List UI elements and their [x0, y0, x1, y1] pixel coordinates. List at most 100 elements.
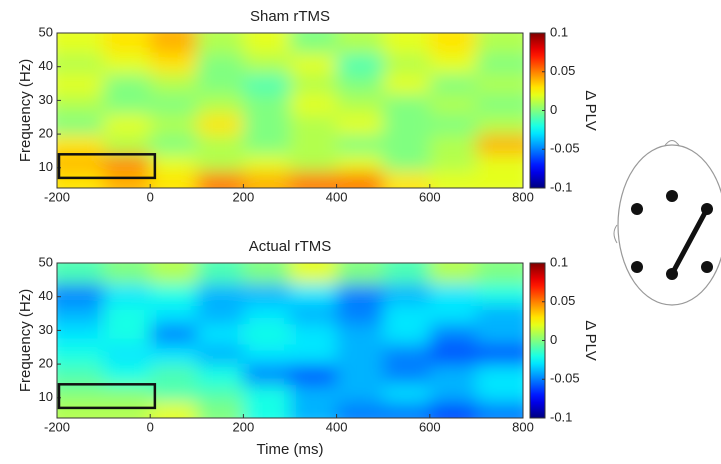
colorbar-tick-label: 0.1	[550, 24, 568, 39]
heatmap-cell	[476, 73, 523, 95]
heatmap-cell	[150, 93, 198, 115]
heatmap-cell	[243, 323, 291, 345]
heatmap-cell	[290, 263, 338, 284]
highlight-box	[57, 153, 157, 180]
heatmap-cell	[336, 401, 384, 418]
chart-title: Actual rTMS	[249, 238, 332, 255]
heatmap-cell	[429, 33, 477, 54]
heatmap-cell	[150, 113, 198, 135]
heatmap-cell	[103, 154, 151, 172]
colorbar-tick-label: -0.1	[550, 179, 572, 194]
chart-title: Sham rTMS	[250, 8, 330, 25]
heatmap-cell	[476, 33, 523, 54]
heatmap-cell	[290, 401, 338, 418]
heatmap-cell	[429, 263, 477, 284]
colorbar-label: Δ PLV	[582, 90, 599, 131]
x-axis-label: Time (ms)	[257, 441, 324, 458]
heatmap-cell	[57, 53, 105, 74]
heatmap-cell	[290, 113, 338, 135]
x-tick-label: 600	[419, 189, 441, 204]
heatmap-cell	[150, 171, 198, 188]
heatmap-cell	[336, 113, 384, 135]
heatmap-cell	[336, 323, 384, 345]
heatmap-cell	[476, 113, 523, 135]
heatmap-cell	[103, 113, 151, 135]
heatmap-cell	[103, 33, 151, 54]
heatmap-cell	[290, 323, 338, 345]
heatmap-cell	[196, 283, 244, 304]
heatmap-cell	[243, 134, 291, 155]
heatmap-cell	[196, 53, 244, 74]
heatmap-cell	[476, 303, 523, 325]
heatmap-cell	[429, 113, 477, 135]
x-tick-label: 400	[326, 189, 348, 204]
heatmap-cell	[57, 113, 105, 135]
heatmap-cell	[383, 263, 431, 284]
heatmap-cell	[150, 323, 198, 345]
heatmap-cell	[196, 303, 244, 325]
heatmap-cell	[336, 263, 384, 284]
heatmap-cell	[383, 33, 431, 54]
y-tick-label: 30	[39, 92, 53, 107]
y-tick-label: 20	[39, 356, 53, 371]
y-axis-label: Frequency (Hz)	[17, 289, 34, 392]
heatmap-cell	[290, 154, 338, 172]
heatmap-cell	[150, 53, 198, 74]
heatmap-cell	[103, 171, 151, 188]
heatmap-cell	[290, 53, 338, 74]
heatmap-cell	[383, 93, 431, 115]
y-tick-label: 20	[39, 126, 53, 141]
heatmap-cell	[103, 263, 151, 284]
heatmap-cell	[57, 303, 105, 325]
heatmap-cell	[103, 323, 151, 345]
y-tick-label: 50	[39, 24, 53, 39]
heatmap-cell	[290, 73, 338, 95]
heatmap-cell	[150, 401, 198, 418]
heatmap-cell	[196, 343, 244, 365]
heatmap-cell	[476, 171, 523, 188]
y-tick-label: 40	[39, 288, 53, 303]
heatmap-cell	[243, 263, 291, 284]
heatmap-cell	[196, 93, 244, 115]
heatmap-cell	[290, 364, 338, 385]
heatmap-cell	[57, 283, 105, 304]
heatmap-cell	[196, 113, 244, 135]
heatmap-cell	[383, 303, 431, 325]
x-tick-label: 800	[512, 189, 534, 204]
heatmap-cell	[243, 303, 291, 325]
heatmap-cell	[196, 73, 244, 95]
heatmap-cell	[290, 171, 338, 188]
heatmap-cell	[150, 343, 198, 365]
colorbar-tick-label: 0.1	[550, 254, 568, 269]
heatmap-panel: -200 0 200 400 600 800 10 20 30 40 50 Actual rTMS Fr…	[17, 238, 599, 458]
heatmap-cell	[196, 364, 244, 385]
heatmap-cell	[57, 364, 105, 385]
heatmap-cell	[290, 93, 338, 115]
colorbar-tick-label: 0.05	[550, 63, 575, 78]
heatmap-cell	[429, 154, 477, 172]
heatmap-cell	[383, 134, 431, 155]
heatmap-cell	[290, 384, 338, 402]
colorbar-label: Δ PLV	[582, 320, 599, 361]
heatmap-cell	[103, 401, 151, 418]
heatmap-cell	[429, 323, 477, 345]
heatmap-cell	[57, 263, 105, 284]
colorbar-tick-label: -0.05	[550, 371, 580, 386]
heatmap-cell	[429, 73, 477, 95]
y-tick-label: 30	[39, 322, 53, 337]
x-tick-label: 200	[233, 419, 255, 434]
heatmap-cell	[196, 384, 244, 402]
heatmap-blur	[57, 33, 523, 188]
heatmap-cell	[336, 364, 384, 385]
heatmap-cell	[57, 93, 105, 115]
heatmap-cell	[196, 134, 244, 155]
plot-frame	[56, 262, 524, 419]
colorbar-tick-label: -0.05	[550, 141, 580, 156]
x-tick-label: 800	[512, 419, 534, 434]
heatmap-cell	[429, 303, 477, 325]
heatmap-cell	[150, 303, 198, 325]
x-tick-label: -200	[44, 419, 70, 434]
head-diagram	[614, 140, 721, 306]
heatmap-cell	[476, 93, 523, 115]
